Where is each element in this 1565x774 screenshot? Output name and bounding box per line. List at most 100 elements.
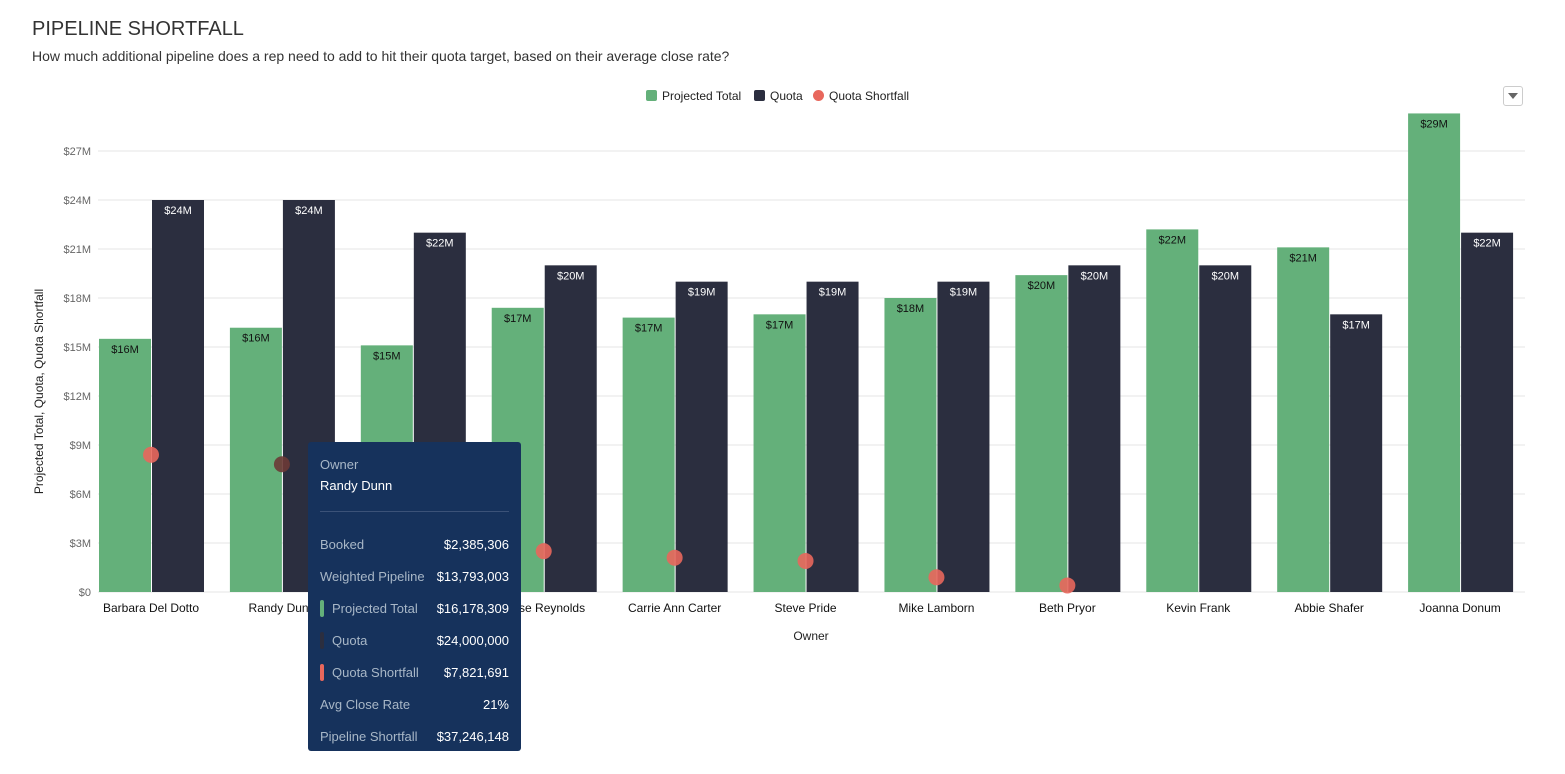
- bar-label: $29M: [1420, 118, 1448, 130]
- bar-label: $15M: [373, 350, 401, 362]
- caret-down-icon: [1508, 93, 1518, 99]
- bar-label: $17M: [635, 323, 663, 335]
- bar-projected-total: [622, 317, 675, 592]
- bar-label: $16M: [111, 344, 139, 356]
- tooltip-row: Pipeline Shortfall $37,246,148: [320, 720, 509, 752]
- bar-projected-total: [99, 338, 151, 592]
- y-tick-label: $21M: [63, 244, 91, 256]
- y-tick-label: $0: [79, 587, 91, 599]
- bar-quota: [675, 281, 728, 592]
- x-tick-label: Randy Dunn: [249, 601, 316, 615]
- tooltip-row: Quota $24,000,000: [320, 624, 509, 656]
- tooltip-swatch: [320, 631, 324, 649]
- tooltip-row-value: $7,821,691: [443, 664, 509, 680]
- bar-quota: [1461, 232, 1514, 592]
- legend-item: Quota: [770, 89, 803, 103]
- tooltip-row-value: $13,793,003: [436, 568, 509, 584]
- tooltip-row: Weighted Pipeline $13,793,003: [320, 560, 509, 592]
- legend-swatch: [646, 90, 657, 101]
- legend-swatch: [813, 90, 824, 101]
- x-tick-label: Elyse Reynolds: [502, 601, 585, 615]
- bar-label: $22M: [426, 238, 454, 250]
- tooltip-row-value: $24,000,000: [436, 632, 509, 648]
- tooltip-row-label: Quota: [332, 632, 368, 648]
- bar-label: $20M: [1212, 270, 1240, 282]
- bar-label: $17M: [1342, 319, 1370, 331]
- bar-label: $21M: [1289, 252, 1317, 264]
- bar-quota: [1330, 314, 1383, 592]
- tooltip-row-label: Avg Close Rate: [320, 696, 411, 712]
- x-tick-label: Mike Lamborn: [898, 601, 974, 615]
- tooltip-row-value: $37,246,148: [436, 728, 509, 744]
- tooltip-row-label: Weighted Pipeline: [320, 568, 425, 584]
- bar-label: $19M: [819, 287, 847, 299]
- tooltip-swatch: [320, 599, 324, 617]
- bar-label: $24M: [295, 205, 323, 217]
- bar-label: $17M: [504, 313, 532, 325]
- tooltip-row-value: 21%: [482, 696, 509, 712]
- tooltip-row: Booked $2,385,306: [320, 528, 509, 560]
- shortfall-point: [928, 569, 945, 586]
- tooltip-owner-label: Owner: [320, 457, 359, 472]
- x-axis-label: Owner: [793, 629, 828, 643]
- bar-label: $20M: [1028, 280, 1056, 292]
- bar-label: $20M: [1081, 270, 1109, 282]
- bar-projected-total: [1408, 113, 1461, 592]
- y-tick-label: $18M: [63, 293, 91, 305]
- x-tick-label: Beth Pryor: [1039, 601, 1096, 615]
- tooltip-row-value: $16,178,309: [436, 600, 509, 616]
- bar-projected-total: [1277, 247, 1330, 592]
- legend-swatch: [754, 90, 765, 101]
- tooltip-row: Projected Total $16,178,309: [320, 592, 509, 624]
- tooltip-owner: Randy Dunn: [320, 478, 393, 493]
- tooltip-divider: [320, 511, 509, 512]
- bar-quota: [1199, 265, 1252, 592]
- shortfall-point: [143, 446, 159, 463]
- x-tick-label: Abbie Shafer: [1294, 601, 1363, 615]
- legend-item: Projected Total: [662, 89, 741, 103]
- tooltip-row-label: Quota Shortfall: [332, 664, 419, 680]
- bar-quota: [806, 281, 859, 592]
- shortfall-point: [797, 552, 814, 569]
- bar-label: $22M: [1159, 234, 1187, 246]
- bar-projected-total: [884, 298, 937, 592]
- tooltip-row-value: $2,385,306: [443, 536, 509, 552]
- chart-menu-button[interactable]: [1503, 86, 1523, 106]
- bar-quota: [544, 265, 597, 592]
- bar-projected-total: [1146, 229, 1199, 592]
- bar-quota: [937, 281, 990, 592]
- bar-label: $16M: [242, 333, 270, 345]
- tooltip-row-label: Booked: [320, 536, 365, 552]
- x-tick-label: Steve Pride: [775, 601, 837, 615]
- bar-label: $24M: [164, 205, 192, 217]
- y-tick-label: $24M: [63, 195, 91, 207]
- tooltip: Owner Randy Dunn Booked $2,385,306 Weighte…: [308, 442, 521, 751]
- legend-item: Quota Shortfall: [829, 89, 909, 103]
- y-tick-label: $15M: [63, 342, 91, 354]
- bar-label: $22M: [1473, 238, 1501, 250]
- page-title: PIPELINE SHORTFALL: [32, 18, 244, 40]
- tooltip-row: Avg Close Rate 21%: [320, 688, 509, 720]
- tooltip-row-label: Projected Total: [332, 600, 418, 616]
- y-axis-label: Projected Total, Quota, Quota Shortfall: [32, 289, 46, 494]
- tooltip-row: Quota Shortfall $7,821,691: [320, 656, 509, 688]
- bar-quota: [1068, 265, 1121, 592]
- tooltip-swatch: [320, 663, 324, 681]
- bar-projected-total: [753, 314, 806, 592]
- x-tick-label: Carrie Ann Carter: [628, 601, 721, 615]
- x-tick-label: Barbara Del Dotto: [103, 601, 199, 615]
- bar-projected-total: [1015, 275, 1068, 592]
- shortfall-point: [273, 456, 290, 473]
- bar-projected-total: [229, 327, 282, 592]
- bar-label: $19M: [950, 287, 978, 299]
- shortfall-point: [1059, 577, 1076, 594]
- x-tick-label: Joanna Donum: [1419, 601, 1500, 615]
- tooltip-row-label: Pipeline Shortfall: [320, 728, 418, 744]
- shortfall-point: [666, 549, 683, 566]
- page-subtitle: How much additional pipeline does a rep …: [32, 48, 730, 64]
- x-tick-label: Kevin Frank: [1166, 601, 1231, 615]
- bar-label: $18M: [897, 303, 925, 315]
- y-tick-label: $3M: [70, 538, 91, 550]
- bar-label: $17M: [766, 319, 794, 331]
